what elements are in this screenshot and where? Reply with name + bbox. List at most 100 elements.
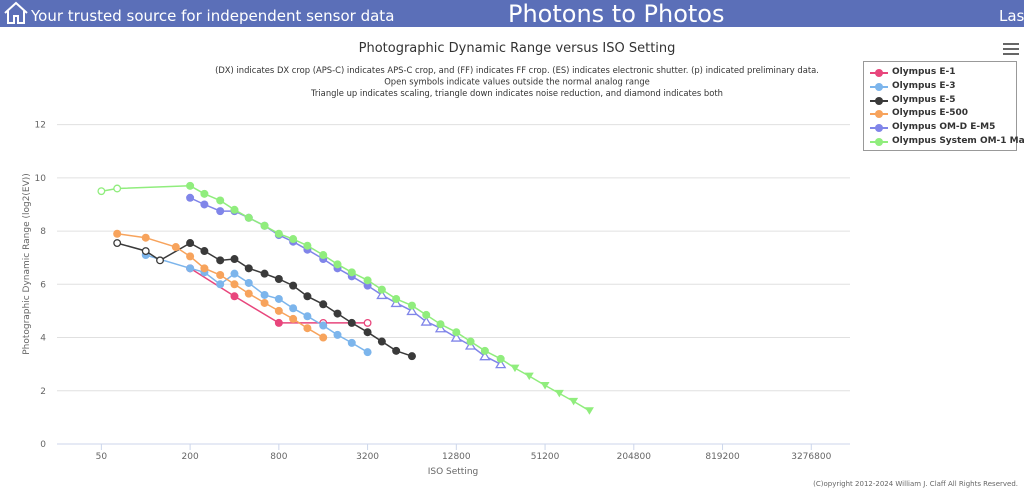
legend-marker-icon (870, 138, 888, 146)
y-tick-label: 4 (40, 334, 46, 344)
data-point (200, 189, 209, 198)
data-point (186, 264, 195, 273)
data-point (274, 229, 283, 238)
data-point (584, 407, 594, 415)
y-tick-label: 12 (35, 121, 46, 131)
top-banner: Your trusted source for independent sens… (0, 0, 1024, 28)
legend-label: Olympus E-1 (892, 67, 956, 77)
data-point (363, 328, 372, 337)
data-point (363, 348, 372, 357)
y-tick-label: 2 (40, 387, 46, 397)
data-point (113, 229, 122, 238)
legend-marker-icon (870, 82, 888, 91)
data-point (495, 358, 507, 369)
data-point (186, 181, 195, 190)
data-point (186, 239, 195, 248)
x-tick-label: 50 (96, 452, 108, 462)
data-point (333, 260, 342, 269)
data-point (407, 301, 416, 310)
y-tick-label: 10 (35, 174, 47, 184)
legend-label: Olympus E-500 (892, 108, 968, 119)
data-point (524, 372, 534, 381)
data-point (347, 268, 356, 277)
data-point (97, 187, 106, 196)
data-point (260, 298, 269, 307)
x-axis-title: ISO Setting (428, 467, 479, 477)
data-point (422, 310, 431, 319)
legend-marker-icon (870, 124, 888, 133)
data-point (450, 332, 462, 342)
data-point (347, 338, 356, 347)
data-point (230, 280, 239, 289)
y-tick-label: 6 (40, 280, 46, 290)
data-point (216, 207, 225, 216)
data-point (216, 196, 225, 205)
data-point (392, 294, 401, 303)
data-point (113, 184, 122, 193)
data-point (319, 333, 328, 342)
data-point (274, 294, 283, 303)
y-tick-label: 8 (40, 227, 46, 237)
data-point (363, 318, 372, 327)
data-point (420, 316, 432, 326)
copyright-notice: (C)opyright 2012-2024 William J. Claff A… (813, 480, 1018, 488)
data-point (274, 274, 283, 283)
chart-title: Photographic Dynamic Range versus ISO Se… (359, 41, 676, 56)
data-point (141, 247, 150, 255)
data-point (303, 241, 312, 250)
data-point (510, 364, 520, 373)
y-tick-label: 0 (40, 440, 46, 450)
data-point (347, 318, 356, 327)
data-point (319, 300, 328, 309)
data-point (171, 243, 180, 252)
hamburger-menu-icon[interactable] (1003, 43, 1019, 57)
data-point (436, 320, 445, 329)
data-point (452, 328, 461, 337)
data-point (540, 381, 550, 390)
legend-label: Olympus OM-D E-M5 (892, 122, 996, 133)
data-point (479, 350, 491, 361)
data-point (216, 256, 225, 265)
data-point (274, 318, 283, 327)
data-point (289, 281, 298, 290)
data-point (260, 269, 269, 278)
x-tick-label: 12800 (442, 452, 471, 462)
chart-subtitle-line: Open symbols indicate values outside the… (384, 77, 650, 87)
data-point (260, 221, 269, 230)
x-tick-label: 204800 (617, 452, 652, 462)
data-point (289, 235, 298, 244)
home-icon[interactable] (3, 1, 29, 25)
data-point (156, 256, 164, 265)
data-point (216, 270, 225, 279)
data-point (200, 264, 209, 273)
x-tick-label: 200 (182, 452, 199, 462)
data-point (406, 305, 418, 316)
legend-label: Olympus E-3 (892, 80, 956, 91)
legend-marker-icon (870, 69, 888, 77)
chart-subtitle-line: Triangle up indicates scaling, triangle … (310, 88, 723, 98)
site-title[interactable]: Photons to Photos (508, 0, 725, 28)
data-point (230, 255, 239, 264)
data-point (141, 233, 150, 242)
legend-marker-icon (870, 110, 888, 119)
y-axis-title: Photographic Dynamic Range (log2(EV)) (22, 173, 32, 355)
legend-marker-icon (870, 96, 888, 105)
x-tick-label: 819200 (705, 452, 740, 462)
data-point (333, 309, 342, 318)
data-point (466, 337, 475, 346)
data-point (244, 264, 253, 273)
x-tick-label: 51200 (531, 452, 560, 462)
legend-label: Olympus System OM-1 Mark II (892, 136, 1024, 146)
data-point (554, 389, 564, 398)
data-point (186, 193, 195, 202)
chart-subtitle-line: (DX) indicates DX crop (APS-C) indicates… (215, 65, 819, 75)
data-point (377, 337, 386, 346)
data-point (376, 289, 388, 300)
data-point (496, 354, 505, 363)
series-line (101, 185, 590, 412)
data-point (303, 312, 312, 321)
nav-last-link[interactable]: Last (999, 7, 1024, 25)
dynamic-range-chart: Photographic Dynamic Range versus ISO Se… (22, 41, 850, 477)
data-point (216, 280, 225, 289)
data-point (303, 292, 312, 301)
